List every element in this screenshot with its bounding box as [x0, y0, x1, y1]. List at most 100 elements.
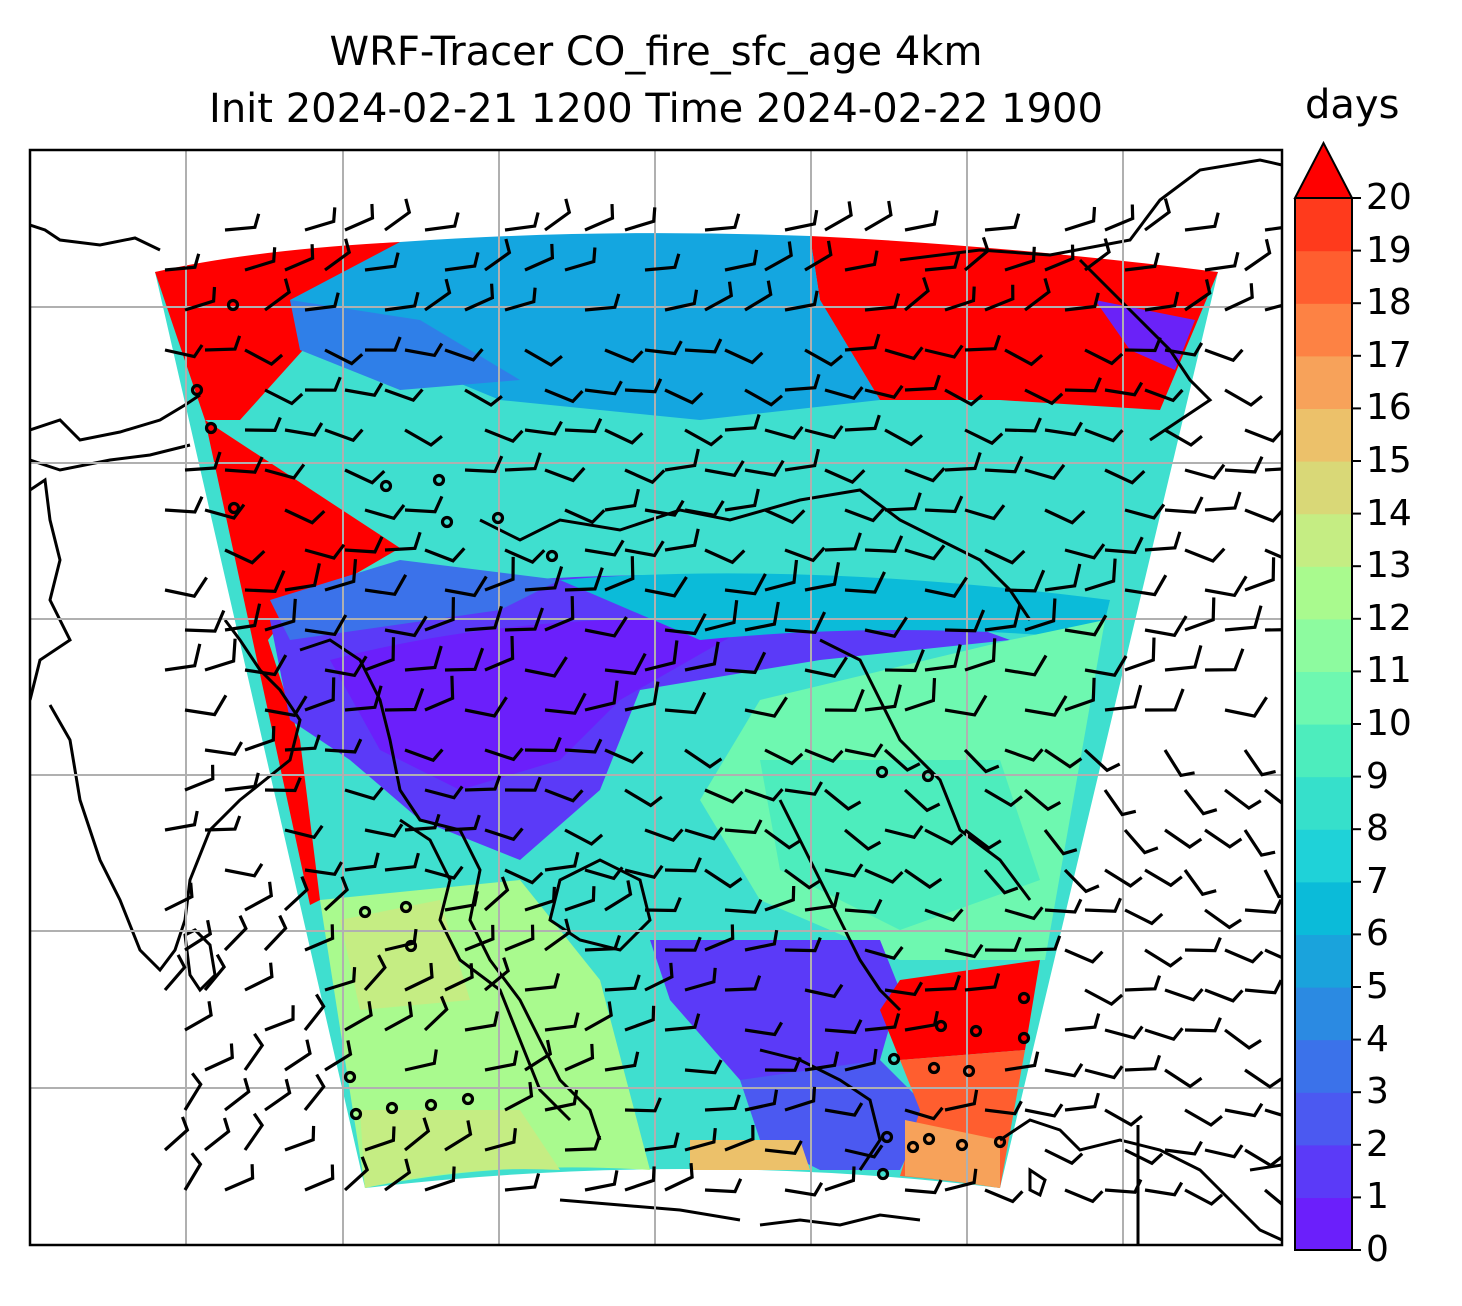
calm-wind-circle [955, 1138, 969, 1152]
wind-barb [1264, 467, 1282, 472]
wind-barb [764, 508, 806, 525]
wind-barb [1064, 1188, 1104, 1204]
wind-barb [244, 247, 277, 272]
map-frame [28, 148, 1284, 1247]
wind-barb [1084, 1065, 1124, 1080]
wind-barb [704, 600, 739, 632]
wind-barb [184, 609, 226, 633]
calm-wind-circle [969, 1024, 983, 1038]
wind-barb [724, 819, 763, 835]
wind-barb [504, 607, 545, 632]
wind-barb [844, 743, 884, 758]
wind-barb [304, 1164, 335, 1192]
wind-barb [684, 338, 723, 354]
wind-barb [364, 823, 404, 838]
wind-barb [243, 1112, 265, 1151]
wind-barb [1104, 868, 1143, 888]
wind-barb [1204, 988, 1244, 1003]
wind-barb [844, 898, 883, 914]
wind-barb [304, 924, 335, 952]
wind-barb [1044, 898, 1083, 914]
wind-barb [1164, 1068, 1203, 1089]
calm-wind-circle [379, 479, 393, 493]
wind-barb [564, 1135, 602, 1152]
wind-barb [1264, 226, 1282, 232]
wind-barb [984, 788, 1023, 808]
wind-barb [1244, 428, 1282, 443]
wind-barb [224, 1077, 251, 1112]
wind-barb [724, 975, 762, 992]
wind-barb [324, 738, 363, 754]
wind-barb [944, 609, 986, 633]
colorbar-tick-label: 7 [1366, 860, 1389, 902]
wind-barb [324, 348, 364, 366]
wind-barb [984, 1100, 1023, 1116]
colorbar-tick-label: 8 [1366, 808, 1389, 850]
wind-barb [364, 637, 396, 672]
wind-barb [184, 694, 228, 717]
wind-barb [384, 1001, 414, 1032]
wind-barb [164, 576, 208, 598]
wind-barb [764, 748, 804, 766]
wind-barb [764, 828, 802, 850]
wind-barb [724, 1124, 755, 1152]
wind-barb [524, 656, 568, 678]
wind-barb [584, 204, 615, 232]
wind-barb [524, 243, 555, 272]
wind-barb [984, 548, 1026, 565]
wind-barb [664, 936, 702, 952]
wind-barb [564, 738, 603, 754]
wind-barb [684, 1127, 717, 1152]
wind-barb [1224, 1102, 1264, 1118]
colorbar-tick-label: 3 [1366, 1071, 1389, 1113]
wind-barb [904, 1106, 944, 1121]
wind-barb [224, 548, 266, 565]
calm-wind-circle [349, 1107, 363, 1121]
wind-barb [404, 428, 443, 447]
wind-barb [384, 928, 418, 952]
calm-wind-circle [399, 900, 413, 914]
wind-barb [964, 828, 1002, 851]
wind-barb [224, 863, 264, 878]
wind-barb [1043, 829, 1078, 856]
wind-barb [1124, 1054, 1162, 1072]
wind-barb [1084, 238, 1111, 272]
wind-barb [744, 388, 784, 407]
calm-wind-circle [432, 473, 446, 487]
wind-barb [284, 1125, 316, 1152]
wind-barb [304, 614, 348, 637]
wind-barb [624, 1005, 656, 1032]
wind-barb [784, 546, 826, 563]
wind-barb [1164, 988, 1204, 1002]
wind-barb [864, 868, 904, 884]
wind-barb [263, 914, 288, 952]
wind-barb [203, 953, 227, 992]
calm-wind-circle [880, 1130, 894, 1144]
wind-barb [804, 656, 848, 678]
wind-barb [303, 1073, 326, 1111]
wind-barb [904, 678, 937, 712]
wind-barb [1204, 348, 1244, 363]
wind-barb [404, 962, 434, 992]
wind-barb [584, 1170, 619, 1192]
wind-barb [1144, 198, 1171, 232]
wind-barb [344, 852, 380, 872]
wind-barb [564, 247, 597, 272]
wind-barb [804, 748, 844, 763]
wind-barb [304, 543, 346, 560]
wind-barb [323, 876, 349, 912]
wind-barb [864, 616, 908, 638]
colorbar-band [1295, 1197, 1352, 1251]
wind-barb [1184, 547, 1226, 563]
wind-barb [764, 1140, 803, 1156]
colorbar-tick-label: 10 [1366, 703, 1412, 744]
wind-barb [1244, 979, 1282, 995]
wind-barb [1044, 421, 1083, 437]
colorbar-band [1295, 198, 1352, 252]
wind-barb [784, 448, 820, 472]
wind-barb [584, 539, 625, 557]
wind-barb [244, 962, 274, 992]
map-panel [30, 150, 1282, 1245]
wind-barb [664, 1162, 694, 1192]
wind-barb [924, 495, 964, 514]
